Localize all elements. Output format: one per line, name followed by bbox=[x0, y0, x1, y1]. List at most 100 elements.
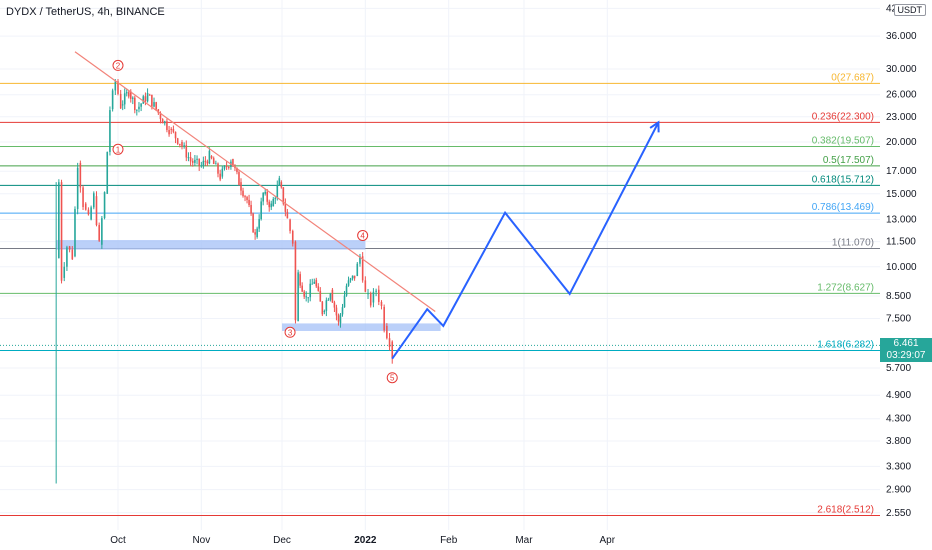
candle-body bbox=[286, 211, 289, 219]
candle-body bbox=[217, 163, 219, 174]
current-price-badge: 6.461 bbox=[880, 338, 932, 351]
price-tick-label: 10.000 bbox=[886, 262, 917, 273]
candle-body bbox=[278, 178, 281, 186]
price-axis[interactable]: 42.00036.00030.00026.00023.00020.00017.0… bbox=[886, 3, 917, 518]
wave-label: 5 bbox=[390, 374, 395, 383]
candle-body bbox=[317, 286, 320, 291]
candle-body bbox=[204, 160, 207, 162]
candle-body bbox=[90, 207, 92, 220]
candle-body bbox=[98, 225, 100, 241]
wave-label: 1 bbox=[116, 145, 121, 154]
candle-body bbox=[232, 158, 234, 167]
candle-body bbox=[349, 278, 352, 281]
price-tick-label: 23.000 bbox=[886, 112, 917, 123]
candle-body bbox=[276, 185, 279, 199]
price-tick-label: 20.000 bbox=[886, 137, 917, 148]
candle-body bbox=[106, 151, 109, 194]
candle-body bbox=[210, 155, 213, 159]
candle-body bbox=[367, 293, 369, 295]
candle-body bbox=[183, 145, 185, 147]
support-zones[interactable] bbox=[56, 240, 441, 331]
candle-body bbox=[377, 289, 380, 302]
candle-body bbox=[329, 293, 332, 300]
wave-marker bbox=[357, 229, 369, 241]
price-tick-label: 36.000 bbox=[886, 31, 917, 42]
candle-body bbox=[174, 131, 177, 139]
candle-body bbox=[248, 199, 250, 206]
candle-body bbox=[196, 158, 198, 160]
candle-body bbox=[323, 310, 326, 312]
candle-body bbox=[372, 291, 375, 303]
candle-body bbox=[95, 196, 98, 226]
candle-body bbox=[185, 145, 188, 158]
candle-body bbox=[225, 166, 228, 168]
candle-body bbox=[309, 283, 312, 298]
candle-body bbox=[129, 91, 132, 99]
time-tick-label: Oct bbox=[110, 535, 126, 546]
candle-body bbox=[58, 182, 60, 258]
time-tick-label: Feb bbox=[440, 535, 458, 546]
candle-body bbox=[146, 92, 149, 102]
projection-line bbox=[391, 121, 660, 360]
candle-body bbox=[313, 281, 316, 284]
wave-marker bbox=[112, 59, 124, 71]
price-tick-label: 26.000 bbox=[886, 90, 917, 101]
downtrend-line[interactable] bbox=[74, 51, 436, 312]
candle-body bbox=[388, 338, 391, 348]
candle-body bbox=[71, 249, 74, 260]
candle-body bbox=[212, 158, 215, 164]
fib-retracement[interactable]: 0(27.687) 0.236(22.300) 0.382(19.507) 0.5(1… bbox=[0, 72, 880, 517]
candle-body bbox=[66, 247, 68, 267]
candle-body bbox=[161, 119, 164, 124]
candle-body bbox=[219, 173, 221, 180]
candle-body bbox=[74, 208, 76, 257]
candle-body bbox=[153, 102, 155, 107]
candle-body bbox=[297, 272, 299, 321]
fib-level-label: 1.272(8.627) bbox=[817, 282, 874, 293]
time-axis[interactable]: Oct Nov Dec 2022 Feb Mar Apr bbox=[110, 535, 616, 546]
candle-body bbox=[179, 143, 181, 145]
candle-body bbox=[327, 299, 330, 301]
candle-body bbox=[260, 201, 262, 220]
candle-body bbox=[206, 161, 209, 164]
candle-body bbox=[117, 81, 119, 94]
candle-body bbox=[189, 157, 192, 162]
candle-body bbox=[364, 280, 367, 292]
candle-body bbox=[151, 94, 153, 107]
candle-body bbox=[168, 130, 170, 135]
symbol-header: DYDX / TetherUS, 4h, BINANCE bbox=[6, 6, 165, 18]
candle-body bbox=[223, 166, 226, 169]
candle-body bbox=[181, 141, 183, 147]
candle-body bbox=[123, 93, 126, 105]
candle-body bbox=[191, 160, 194, 163]
candle-body bbox=[159, 112, 162, 120]
candle-body bbox=[254, 232, 256, 235]
candle-body bbox=[101, 218, 103, 245]
candle-body bbox=[109, 110, 111, 152]
candle-body bbox=[258, 219, 260, 229]
price-tick-label: 3.300 bbox=[886, 461, 911, 472]
price-tick-label: 15.000 bbox=[886, 189, 917, 200]
fib-level-label: 1(11.070) bbox=[832, 237, 874, 248]
wave-marker bbox=[112, 143, 124, 155]
candle-body bbox=[386, 325, 388, 339]
candle-body bbox=[356, 263, 359, 276]
chart-grid bbox=[0, 0, 880, 530]
candle-body bbox=[242, 190, 244, 197]
candle-body bbox=[68, 246, 71, 250]
candle-body bbox=[333, 302, 336, 308]
candle-body bbox=[343, 295, 346, 308]
projection-path[interactable] bbox=[391, 120, 660, 360]
candle-body bbox=[187, 157, 190, 159]
candle-body bbox=[238, 172, 240, 186]
fib-level-label: 0.236(22.300) bbox=[812, 111, 874, 122]
currency-unit-button[interactable]: USDT bbox=[893, 4, 926, 16]
wave-labels[interactable]: 1 2 3 4 5 bbox=[112, 59, 398, 384]
candle-body bbox=[131, 97, 134, 99]
fib-level-label: 1.618(6.282) bbox=[817, 339, 874, 350]
candle-body bbox=[359, 256, 361, 264]
candle-body bbox=[93, 193, 95, 208]
candle-body bbox=[144, 96, 147, 102]
candle-body bbox=[319, 290, 322, 302]
